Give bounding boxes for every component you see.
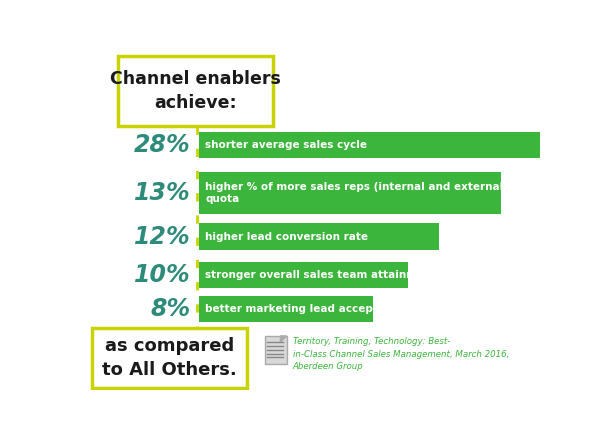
Bar [199, 262, 408, 288]
Bar [265, 336, 287, 364]
Text: 12%: 12% [134, 225, 190, 249]
Text: as compared
to All Others.: as compared to All Others. [102, 337, 237, 379]
Text: 28%: 28% [134, 133, 190, 157]
Bar [118, 57, 272, 126]
Bar [199, 132, 544, 158]
Text: Territory, Training, Technology: Best-
in-Class Channel Sales Management, March : Territory, Training, Technology: Best- i… [293, 337, 509, 371]
Text: higher lead conversion rate: higher lead conversion rate [205, 232, 368, 242]
Text: Channel enablers
achieve:: Channel enablers achieve: [110, 70, 281, 112]
Text: higher % of more sales reps (internal and external) achieving
quota: higher % of more sales reps (internal an… [205, 182, 569, 205]
Polygon shape [280, 336, 287, 342]
Text: better marketing lead acceptance rate: better marketing lead acceptance rate [205, 304, 434, 314]
Bar [92, 328, 247, 388]
Bar [199, 172, 501, 214]
Text: stronger overall sales team attainment of quota: stronger overall sales team attainment o… [205, 270, 490, 280]
Text: 8%: 8% [151, 297, 190, 321]
Text: shorter average sales cycle: shorter average sales cycle [205, 140, 367, 150]
Text: 10%: 10% [134, 263, 190, 287]
Text: 13%: 13% [134, 181, 190, 205]
Bar [199, 296, 373, 322]
Bar [199, 223, 439, 250]
